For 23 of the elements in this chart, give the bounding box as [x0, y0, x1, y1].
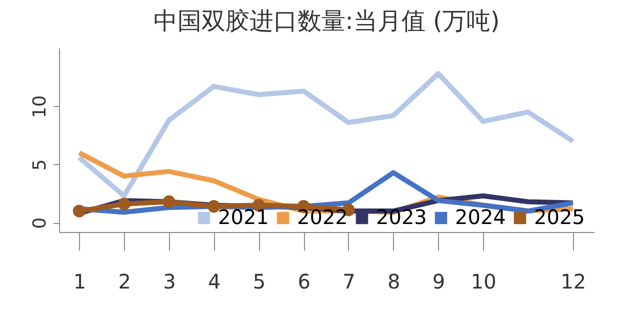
- point: [208, 200, 220, 213]
- y-tick-label: 5: [30, 159, 50, 171]
- y-tick-label: 0: [30, 217, 50, 229]
- legend-label: 2025: [534, 205, 585, 229]
- legend-label: 2021: [218, 205, 269, 229]
- x-tick-label: 1: [73, 270, 86, 294]
- point: [72, 204, 86, 218]
- x-tick-label: 3: [163, 270, 176, 294]
- x-tick-label: 2: [118, 270, 131, 294]
- legend-label: 2023: [376, 205, 427, 229]
- x-tick-label: 5: [252, 270, 266, 294]
- x-tick-label: 8: [388, 270, 400, 294]
- point: [118, 198, 130, 210]
- chart-title: 中国双胶进口数量:当月值 (万吨): [153, 7, 500, 35]
- x-tick-label: 9: [432, 270, 446, 294]
- y-tick-label: 10: [30, 95, 50, 118]
- point: [162, 195, 176, 208]
- x-tick-label: 10: [470, 270, 496, 294]
- x-tick-label: 7: [342, 270, 356, 294]
- legend-label: 2024: [455, 205, 506, 229]
- x-tick-label: 12: [560, 270, 586, 294]
- x-tick-label: 6: [298, 270, 310, 294]
- x-tick-label: 4: [208, 270, 221, 294]
